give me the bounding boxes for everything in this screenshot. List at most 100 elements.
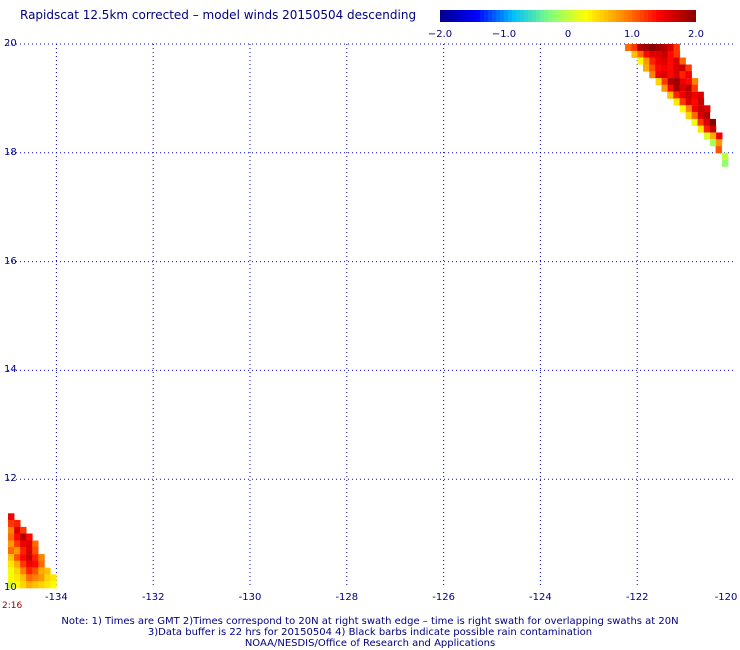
color-scale-swatch (636, 10, 641, 22)
wind-cell (661, 57, 668, 65)
wind-cell (685, 98, 692, 106)
map-title: Rapidscat 12.5km corrected – model winds… (20, 8, 417, 22)
wind-cell (26, 547, 33, 555)
color-scale-swatch (552, 10, 557, 22)
longitude-label: -122 (625, 592, 649, 603)
latitude-label: 14 (4, 364, 17, 376)
wind-cell (667, 44, 674, 51)
color-scale-swatch (692, 10, 697, 22)
color-scale-swatch (524, 10, 529, 22)
note-line-1: Note: 1) Times are GMT 2)Times correspon… (61, 616, 679, 627)
wind-cell (14, 560, 21, 568)
wind-cell (704, 105, 711, 113)
wind-cell (691, 78, 699, 86)
wind-cell (691, 118, 698, 126)
wind-cell (631, 50, 638, 58)
wind-cell (44, 581, 51, 589)
color-scale-swatch (584, 10, 589, 22)
wind-cell (697, 125, 705, 133)
wind-cell (649, 71, 656, 79)
wind-cell (14, 567, 21, 575)
longitude-label: -120 (714, 592, 738, 603)
wind-cell (673, 91, 680, 99)
longitude-label: -134 (45, 592, 68, 603)
color-scale-swatch (688, 10, 693, 22)
wind-cell (8, 519, 15, 527)
wind-cell (685, 111, 692, 119)
wind-cell (721, 159, 729, 167)
wind-cell (8, 533, 15, 541)
color-scale-swatch (528, 10, 533, 22)
color-scale-swatch (644, 10, 649, 22)
wind-cell (643, 64, 650, 72)
color-scale-swatch (600, 10, 605, 22)
color-scale-swatch (472, 10, 477, 22)
color-scale-swatch (624, 10, 629, 22)
wind-data-cells (8, 44, 729, 589)
wind-cell (661, 64, 668, 72)
wind-cell (667, 91, 674, 99)
wind-cell (643, 57, 650, 65)
wind-cell (697, 91, 704, 99)
wind-cell (709, 139, 717, 147)
wind-cell (691, 98, 698, 106)
color-scale-swatch (568, 10, 573, 22)
color-scale-swatch (628, 10, 633, 22)
wind-cell (26, 560, 33, 568)
wind-cell (697, 105, 705, 113)
color-scale-swatch (544, 10, 549, 22)
longitude-label: -132 (141, 592, 165, 603)
wind-cell (26, 581, 33, 589)
wind-cell (8, 581, 15, 589)
wind-cell (643, 50, 650, 58)
wind-cell (8, 547, 15, 555)
color-scale-swatch (512, 10, 517, 22)
wind-cell (655, 57, 662, 65)
wind-cell (691, 111, 698, 119)
wind-cell (697, 118, 704, 126)
wind-cell (8, 526, 15, 534)
color-scale-swatch (480, 10, 485, 22)
color-scale-swatch (520, 10, 525, 22)
color-scale-swatch (676, 10, 681, 22)
latitude-label: 12 (4, 473, 17, 485)
wind-cell (673, 44, 680, 51)
color-scale-swatch (444, 10, 449, 22)
note-line-2: 3)Data buffer is 22 hrs for 20150504 4) … (147, 627, 593, 638)
wind-cell (667, 57, 674, 65)
color-scale-swatch (484, 10, 489, 22)
wind-cell (655, 78, 662, 86)
color-scale-swatch (496, 10, 501, 22)
wind-cell (661, 44, 668, 51)
wind-cell (38, 560, 45, 568)
wind-cell (649, 64, 656, 72)
wind-cell (655, 64, 662, 72)
wind-cell (655, 71, 662, 79)
wind-cell (38, 574, 45, 582)
wind-cell (667, 78, 674, 86)
wind-cell (655, 50, 662, 58)
color-scale-swatch (448, 10, 453, 22)
wind-cell (703, 111, 711, 119)
color-scale-swatch (548, 10, 553, 22)
color-scale-swatch (660, 10, 665, 22)
latitude-label: 10 (4, 582, 17, 593)
color-scale-swatch (536, 10, 541, 22)
wind-cell (685, 91, 692, 99)
wind-cell (20, 567, 27, 575)
wind-cell (8, 567, 15, 575)
wind-cell (667, 71, 674, 79)
wind-cell (667, 84, 674, 92)
longitude-label: -124 (529, 592, 552, 603)
wind-cell (8, 540, 15, 548)
color-scale-swatch (556, 10, 561, 22)
wind-cell (26, 533, 33, 541)
color-scale-swatch (572, 10, 577, 22)
wind-cell (679, 57, 686, 65)
wind-cell (679, 64, 686, 72)
longitude-label: -126 (432, 592, 455, 603)
swath-time-label: 2:16 (2, 601, 23, 611)
color-scale-swatch (664, 10, 669, 22)
wind-cell (661, 71, 668, 79)
wind-cell (20, 540, 27, 548)
